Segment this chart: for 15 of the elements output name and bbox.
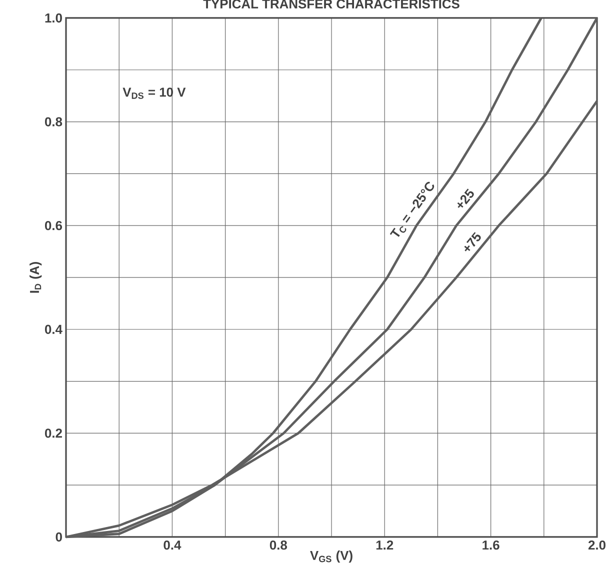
y-tick-label: 0.4	[45, 324, 62, 334]
y-tick-label: 1.0	[45, 13, 62, 23]
x-tick-label: 0.8	[270, 540, 288, 550]
x-tick-label: 0.4	[164, 540, 182, 550]
y-tick-label: 0.2	[45, 428, 62, 438]
text: +25	[457, 188, 474, 208]
x-tick-label: 2.0	[588, 540, 606, 550]
y-tick-label: 0	[56, 532, 62, 542]
text: +75	[464, 232, 481, 252]
y-tick-label: 0.8	[45, 117, 62, 126]
y-tick-label: 0.6	[45, 220, 62, 230]
y-axis-title: I$_{D}$ (A)	[30, 262, 42, 293]
x-axis-title: V$_{GS}$ (V)	[310, 550, 352, 563]
x-tick-label: 1.6	[482, 540, 500, 550]
x-tick-label: 1.2	[376, 540, 394, 550]
